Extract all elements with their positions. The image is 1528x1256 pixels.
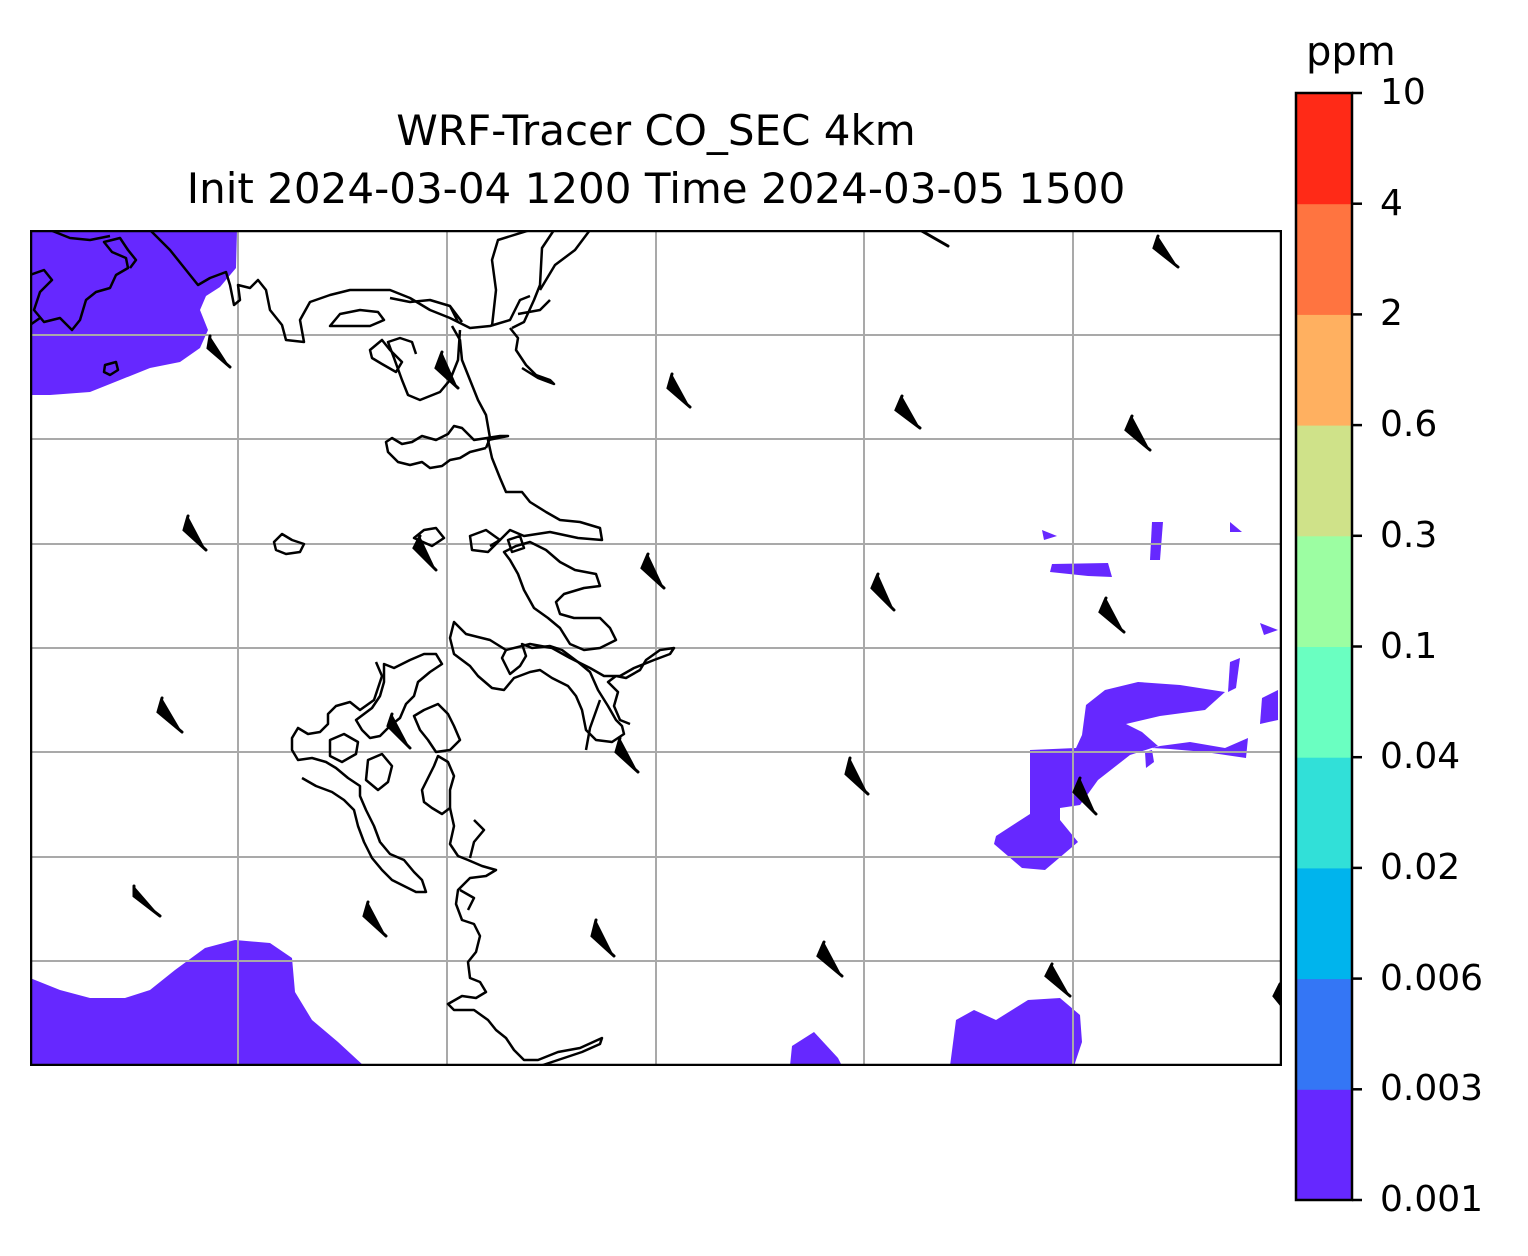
colorbar-segment <box>1296 93 1352 205</box>
coastline-northwest-island-small <box>102 360 120 377</box>
coastline-river-south <box>446 807 604 1066</box>
coastline-west-lakes <box>290 661 428 894</box>
colorbar-tick-label: 0.3 <box>1380 514 1438 556</box>
wind-barb <box>182 514 208 552</box>
gridlines <box>30 230 1282 1066</box>
colorbar-segments <box>1296 93 1352 1201</box>
wind-barb <box>1124 414 1152 452</box>
coastline-lake-1 <box>328 308 386 328</box>
colorbar-segment <box>1296 757 1352 869</box>
coastline-small-islands <box>272 526 526 556</box>
wind-barb <box>362 900 388 938</box>
coastline-central-complex <box>502 540 618 652</box>
coastline-central-body <box>448 620 626 744</box>
wind-barb <box>816 940 844 978</box>
tracer-region-east-dot1 <box>1145 750 1154 768</box>
wind-barbs <box>132 230 1282 1008</box>
wind-barb <box>918 230 950 248</box>
colorbar-tick-label: 0.02 <box>1380 846 1461 888</box>
tracer-region-east-main <box>994 682 1225 870</box>
colorbar-segment <box>1296 867 1352 980</box>
wind-barb <box>1072 776 1098 816</box>
map-frame <box>30 230 1282 1066</box>
colorbar-tick-label: 0.001 <box>1380 1179 1484 1220</box>
tracer-region-east-patch5 <box>1260 623 1278 635</box>
coastline-islands-mid <box>368 338 404 374</box>
colorbar-segment <box>1296 314 1352 426</box>
chart-title: WRF-Tracer CO_SEC 4km <box>396 106 916 155</box>
coastline-west-interior <box>328 652 462 816</box>
coastline-inlet-north <box>490 230 592 386</box>
coastline-main-west <box>149 230 531 344</box>
wind-barb <box>132 884 162 918</box>
wind-barb <box>386 712 412 750</box>
tracer-region-southwest <box>30 940 364 1066</box>
wind-barb <box>156 696 184 734</box>
wind-barb <box>1098 596 1126 634</box>
wind-barb <box>640 552 666 590</box>
coastline-east-arm <box>505 642 676 751</box>
colorbar <box>1294 91 1362 1202</box>
wind-barb <box>590 918 616 958</box>
map-panel <box>30 230 1282 1066</box>
wind-barb <box>666 372 692 409</box>
wind-barb <box>844 756 870 796</box>
colorbar-segment <box>1296 1089 1352 1201</box>
wind-barb <box>614 736 640 774</box>
tracer-region-east-patch2 <box>1150 522 1163 560</box>
wind-barb <box>206 334 232 369</box>
colorbar-tick-label: 0.6 <box>1380 404 1438 446</box>
coastline-south-inlet <box>459 819 486 911</box>
tracer-region-northwest <box>30 230 237 395</box>
wind-barb <box>1152 234 1180 269</box>
wind-barb <box>870 572 896 612</box>
colorbar-segment <box>1296 646 1352 758</box>
colorbar-segment <box>1296 425 1352 537</box>
colorbar-segment <box>1296 978 1352 1090</box>
tracer-region-east-patch6 <box>1228 658 1240 692</box>
tracer-region-southeast <box>950 998 1082 1066</box>
tracer-region-east-patch7 <box>1260 690 1278 724</box>
tracer-region-east-patch3 <box>1042 530 1057 540</box>
colorbar-segment <box>1296 203 1352 315</box>
colorbar-tick-label: 0.04 <box>1380 736 1461 778</box>
tracer-region-east-patch4 <box>1230 522 1242 532</box>
tracer-fill-regions <box>30 230 1278 1066</box>
chart-subtitle: Init 2024-03-04 1200 Time 2024-03-05 150… <box>186 164 1126 213</box>
colorbar-tick-label: 0.003 <box>1380 1068 1484 1110</box>
wind-barb <box>412 534 438 572</box>
colorbar-tick-marks <box>1352 91 1362 1202</box>
tracer-region-east-patch1 <box>1050 563 1112 577</box>
wind-barb <box>894 394 922 430</box>
colorbar-tick-label: 0.1 <box>1380 625 1438 667</box>
colorbar-unit-label: ppm <box>1306 29 1396 75</box>
colorbar-tick-label: 0.006 <box>1380 957 1484 999</box>
coastline-mid-1 <box>384 424 604 548</box>
tracer-region-south-small <box>790 1032 842 1066</box>
coastlines <box>30 230 676 1066</box>
coastline-river-2 <box>389 296 463 323</box>
colorbar-segment <box>1296 535 1352 647</box>
colorbar-tick-label: 2 <box>1380 293 1403 335</box>
colorbar-tick-label: 10 <box>1380 72 1426 113</box>
wind-barb <box>1044 962 1072 998</box>
colorbar-tick-label: 4 <box>1380 182 1403 224</box>
wind-barb <box>434 350 460 390</box>
